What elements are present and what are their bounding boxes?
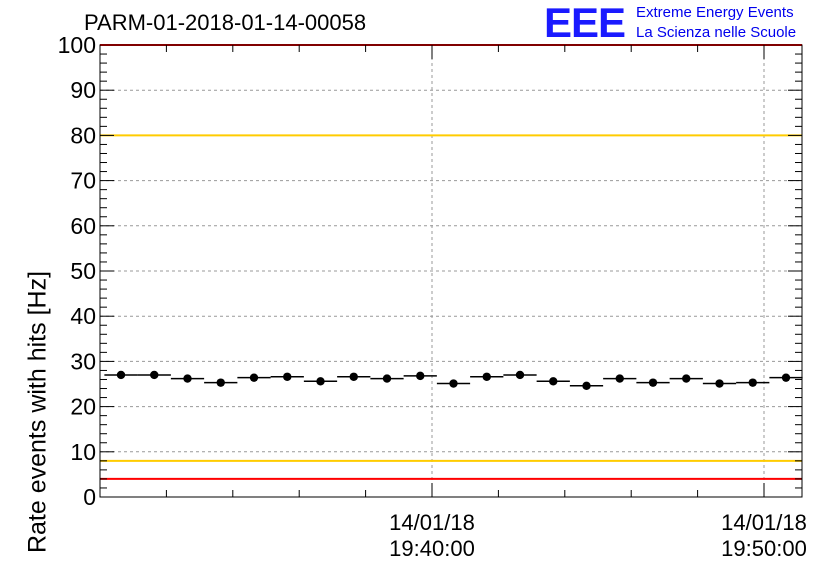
data-point: [416, 371, 425, 381]
y-tick-label: 30: [70, 348, 96, 374]
data-point: [150, 370, 159, 380]
x-tick-1-time: 19:40:00: [389, 536, 475, 561]
data-point: [183, 374, 192, 383]
y-tick-label: 80: [70, 122, 96, 148]
data-point: [216, 378, 225, 387]
y-tick-label: 60: [70, 213, 96, 239]
data-point: [382, 374, 392, 383]
data-point: [582, 381, 591, 391]
y-tick-label: 40: [70, 303, 96, 329]
y-tick-label: 70: [70, 168, 96, 194]
data-point: [482, 372, 491, 381]
data-point: [316, 377, 325, 386]
x-tick-2-date: 14/01/18: [721, 510, 807, 535]
axes: 0 10 20 30 40 50 60 70 80 90 100: [58, 32, 803, 510]
data-point: [715, 379, 724, 388]
logo-line-1: Extreme Energy Events: [636, 4, 794, 21]
y-tick-label: 100: [58, 32, 96, 58]
y-tick-label: 90: [70, 77, 96, 103]
data-point: [449, 379, 458, 388]
data-point: [549, 377, 558, 386]
x-tick-1-date: 14/01/18: [389, 510, 475, 535]
logo-line-2: La Scienza nelle Scuole: [636, 24, 797, 41]
y-axis-label: Rate events with hits [Hz]: [23, 270, 52, 554]
eee-logo: EEE: [544, 0, 626, 46]
data-point: [648, 378, 658, 387]
y-tick-label: 20: [70, 394, 96, 420]
y-tick-label: 50: [70, 258, 96, 284]
data-point: [515, 370, 525, 380]
x-tick-label-2: 14/01/18 19:50:00: [721, 510, 807, 562]
data-point: [283, 372, 292, 381]
plot-frame: [99, 44, 803, 498]
grid-layer: [100, 45, 802, 497]
data-points: [104, 370, 803, 391]
data-point: [249, 373, 259, 382]
data-point: [349, 372, 358, 381]
y-tick-label: 10: [70, 439, 96, 465]
data-point: [682, 374, 691, 383]
x-tick-label-1: 14/01/18 19:40:00: [389, 510, 475, 562]
logo-caption: Extreme Energy Events La Scienza nelle S…: [636, 3, 796, 43]
data-point: [615, 374, 624, 383]
data-point: [748, 378, 757, 387]
chart-title: PARM-01-2018-01-14-00058: [84, 10, 367, 35]
x-tick-2-time: 19:50:00: [721, 536, 807, 561]
data-point: [116, 370, 126, 380]
data-point: [781, 373, 791, 382]
y-tick-label: 0: [83, 484, 96, 510]
reference-lines: [100, 44, 802, 480]
